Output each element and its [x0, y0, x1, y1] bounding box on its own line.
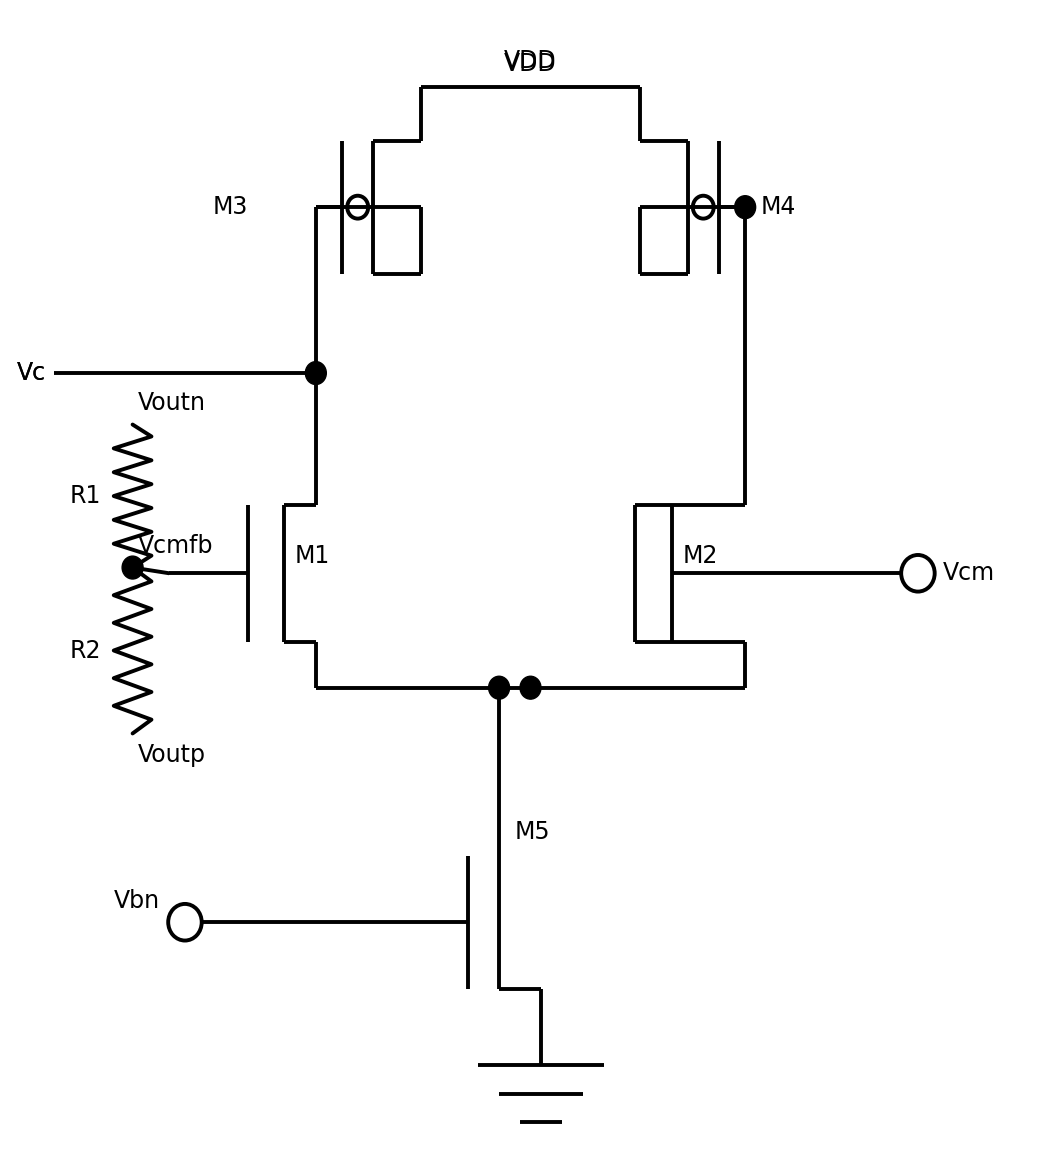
Text: M4: M4	[761, 196, 796, 219]
Text: Vcm: Vcm	[943, 562, 995, 585]
Text: Vbn: Vbn	[114, 889, 160, 913]
Text: R1: R1	[70, 484, 101, 508]
Text: M5: M5	[515, 820, 551, 844]
Circle shape	[306, 361, 327, 384]
Text: Vc: Vc	[17, 361, 46, 386]
Circle shape	[122, 556, 143, 579]
Text: M1: M1	[295, 543, 330, 567]
Text: M2: M2	[682, 543, 717, 567]
Circle shape	[489, 676, 509, 699]
Text: Voutp: Voutp	[138, 742, 206, 767]
Text: Vc: Vc	[17, 361, 46, 386]
Text: M3: M3	[212, 196, 248, 219]
Circle shape	[734, 196, 755, 219]
Text: Vcmfb: Vcmfb	[138, 534, 213, 558]
Text: Voutn: Voutn	[138, 391, 206, 416]
Text: R2: R2	[70, 638, 101, 662]
Text: VDD: VDD	[504, 52, 557, 75]
Circle shape	[520, 676, 541, 699]
Text: VDD: VDD	[504, 50, 557, 73]
